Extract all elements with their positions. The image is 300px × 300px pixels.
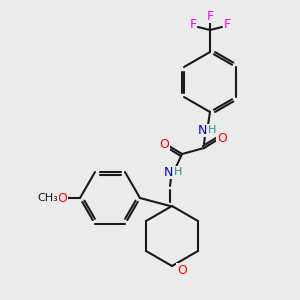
Text: CH₃: CH₃ <box>38 193 58 203</box>
Text: N: N <box>197 124 207 136</box>
Text: H: H <box>208 125 216 135</box>
Text: F: F <box>189 19 197 32</box>
Text: F: F <box>206 10 214 22</box>
Text: F: F <box>224 19 231 32</box>
Text: O: O <box>177 263 187 277</box>
Text: O: O <box>57 191 67 205</box>
Text: O: O <box>159 137 169 151</box>
Text: N: N <box>163 166 173 178</box>
Text: H: H <box>174 167 182 177</box>
Text: O: O <box>217 131 227 145</box>
